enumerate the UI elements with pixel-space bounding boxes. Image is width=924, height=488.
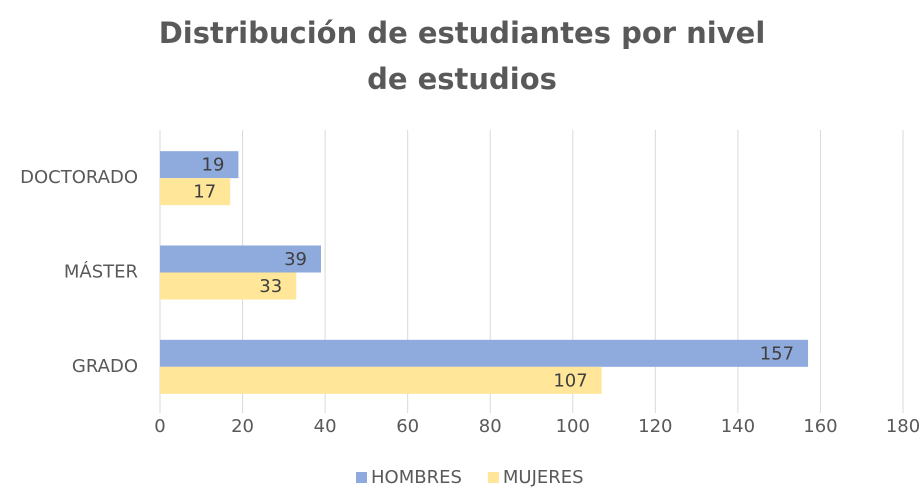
x-tick-label: 120: [638, 416, 672, 437]
chart-title-text: Distribución de estudiantes por nivel de…: [158, 16, 766, 96]
x-tick-label: 60: [396, 416, 419, 437]
x-tick-label: 100: [556, 416, 590, 437]
y-tick-label: DOCTORADO: [20, 167, 138, 188]
data-label: 19: [202, 155, 225, 176]
bar: [160, 366, 602, 394]
y-tick-label: GRADO: [72, 356, 138, 377]
x-tick-label: 140: [721, 416, 755, 437]
y-tick-label: MÁSTER: [64, 261, 138, 283]
chart-title: Distribución de estudiantes por nivel de…: [0, 10, 924, 102]
data-label: 33: [259, 276, 282, 297]
legend-swatch: [487, 472, 499, 483]
bar: [160, 178, 231, 206]
x-tick-label: 180: [886, 416, 920, 437]
x-tick-label: 80: [479, 416, 502, 437]
bar: [160, 151, 239, 179]
data-label: 17: [193, 182, 216, 203]
legend-label: HOMBRES: [371, 467, 462, 488]
x-tick-label: 20: [231, 416, 254, 437]
data-label: 157: [760, 343, 794, 364]
bar: [160, 272, 297, 300]
data-label: 39: [284, 249, 307, 270]
x-tick-label: 160: [803, 416, 837, 437]
x-tick-label: 40: [314, 416, 337, 437]
bar: [160, 245, 321, 273]
legend-swatch: [356, 472, 367, 483]
legend-label: MUJERES: [503, 467, 584, 488]
bar: [160, 339, 809, 367]
data-label: 107: [553, 370, 587, 391]
x-tick-label: 0: [154, 416, 165, 437]
